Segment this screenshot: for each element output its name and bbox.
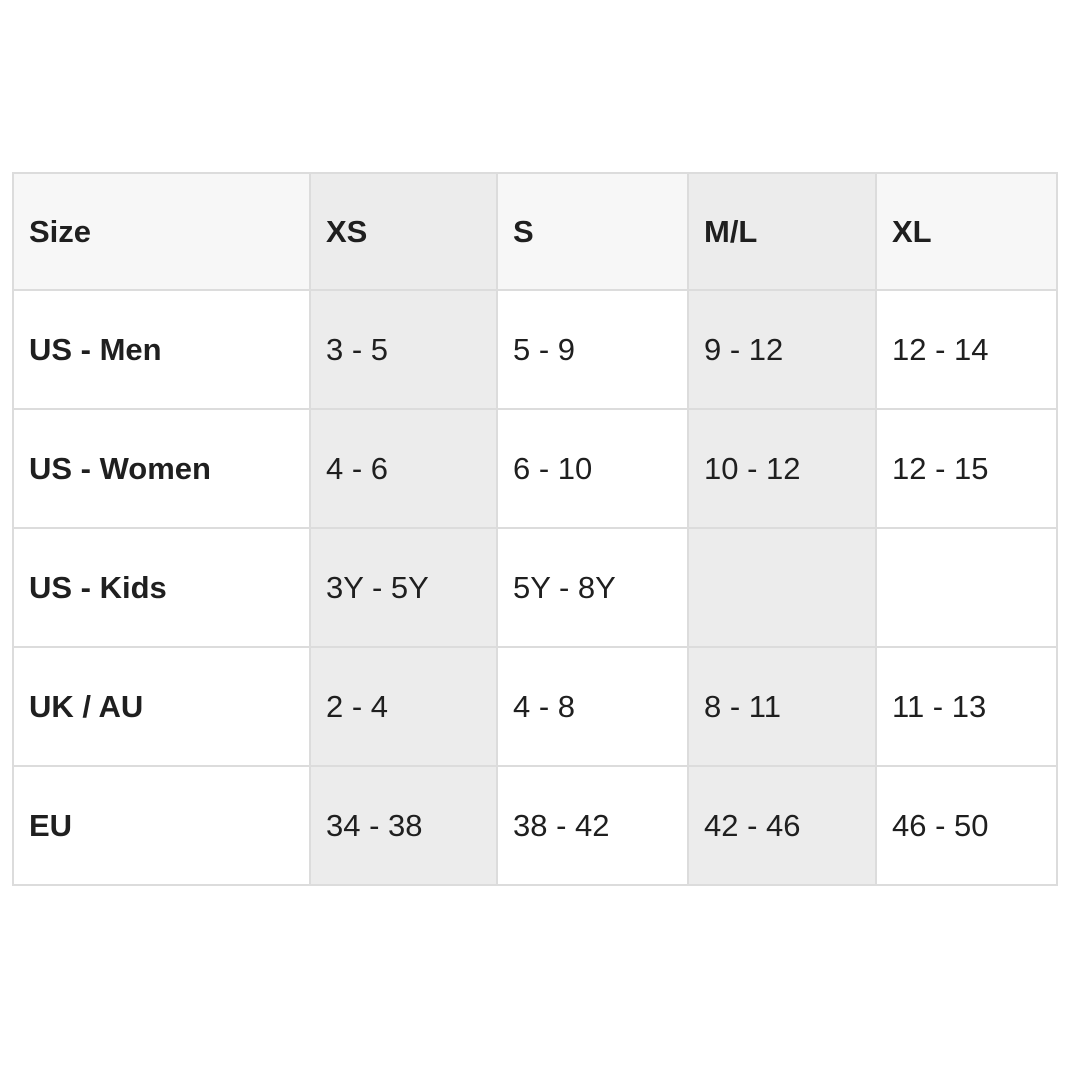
cell-us-kids-ml [687,527,877,648]
row-label-us-women: US - Women [12,408,311,529]
table-row-us-kids: US - Kids 3Y - 5Y 5Y - 8Y [12,527,1058,648]
cell-eu-ml: 42 - 46 [687,765,877,886]
row-label-uk-au: UK / AU [12,646,311,767]
cell-us-kids-s: 5Y - 8Y [496,527,689,648]
cell-us-women-s: 6 - 10 [496,408,689,529]
row-label-us-men: US - Men [12,289,311,410]
column-header-s: S [496,172,689,291]
cell-us-women-ml: 10 - 12 [687,408,877,529]
cell-us-men-ml: 9 - 12 [687,289,877,410]
cell-us-kids-xs: 3Y - 5Y [309,527,498,648]
cell-uk-au-xl: 11 - 13 [875,646,1058,767]
cell-eu-xs: 34 - 38 [309,765,498,886]
cell-uk-au-s: 4 - 8 [496,646,689,767]
cell-us-kids-xl [875,527,1058,648]
cell-us-women-xs: 4 - 6 [309,408,498,529]
cell-us-women-xl: 12 - 15 [875,408,1058,529]
cell-us-men-xs: 3 - 5 [309,289,498,410]
column-header-xl: XL [875,172,1058,291]
cell-uk-au-ml: 8 - 11 [687,646,877,767]
cell-uk-au-xs: 2 - 4 [309,646,498,767]
cell-us-men-s: 5 - 9 [496,289,689,410]
cell-eu-xl: 46 - 50 [875,765,1058,886]
column-header-xs: XS [309,172,498,291]
table-row-eu: EU 34 - 38 38 - 42 42 - 46 46 - 50 [12,765,1058,886]
column-header-size: Size [12,172,311,291]
table-row-us-women: US - Women 4 - 6 6 - 10 10 - 12 12 - 15 [12,408,1058,529]
cell-eu-s: 38 - 42 [496,765,689,886]
column-header-ml: M/L [687,172,877,291]
row-label-us-kids: US - Kids [12,527,311,648]
size-chart-table: Size XS S M/L XL US - Men 3 - 5 5 - 9 9 … [12,172,1058,886]
header-row: Size XS S M/L XL [12,172,1058,291]
row-label-eu: EU [12,765,311,886]
table-row-us-men: US - Men 3 - 5 5 - 9 9 - 12 12 - 14 [12,289,1058,410]
cell-us-men-xl: 12 - 14 [875,289,1058,410]
table-row-uk-au: UK / AU 2 - 4 4 - 8 8 - 11 11 - 13 [12,646,1058,767]
